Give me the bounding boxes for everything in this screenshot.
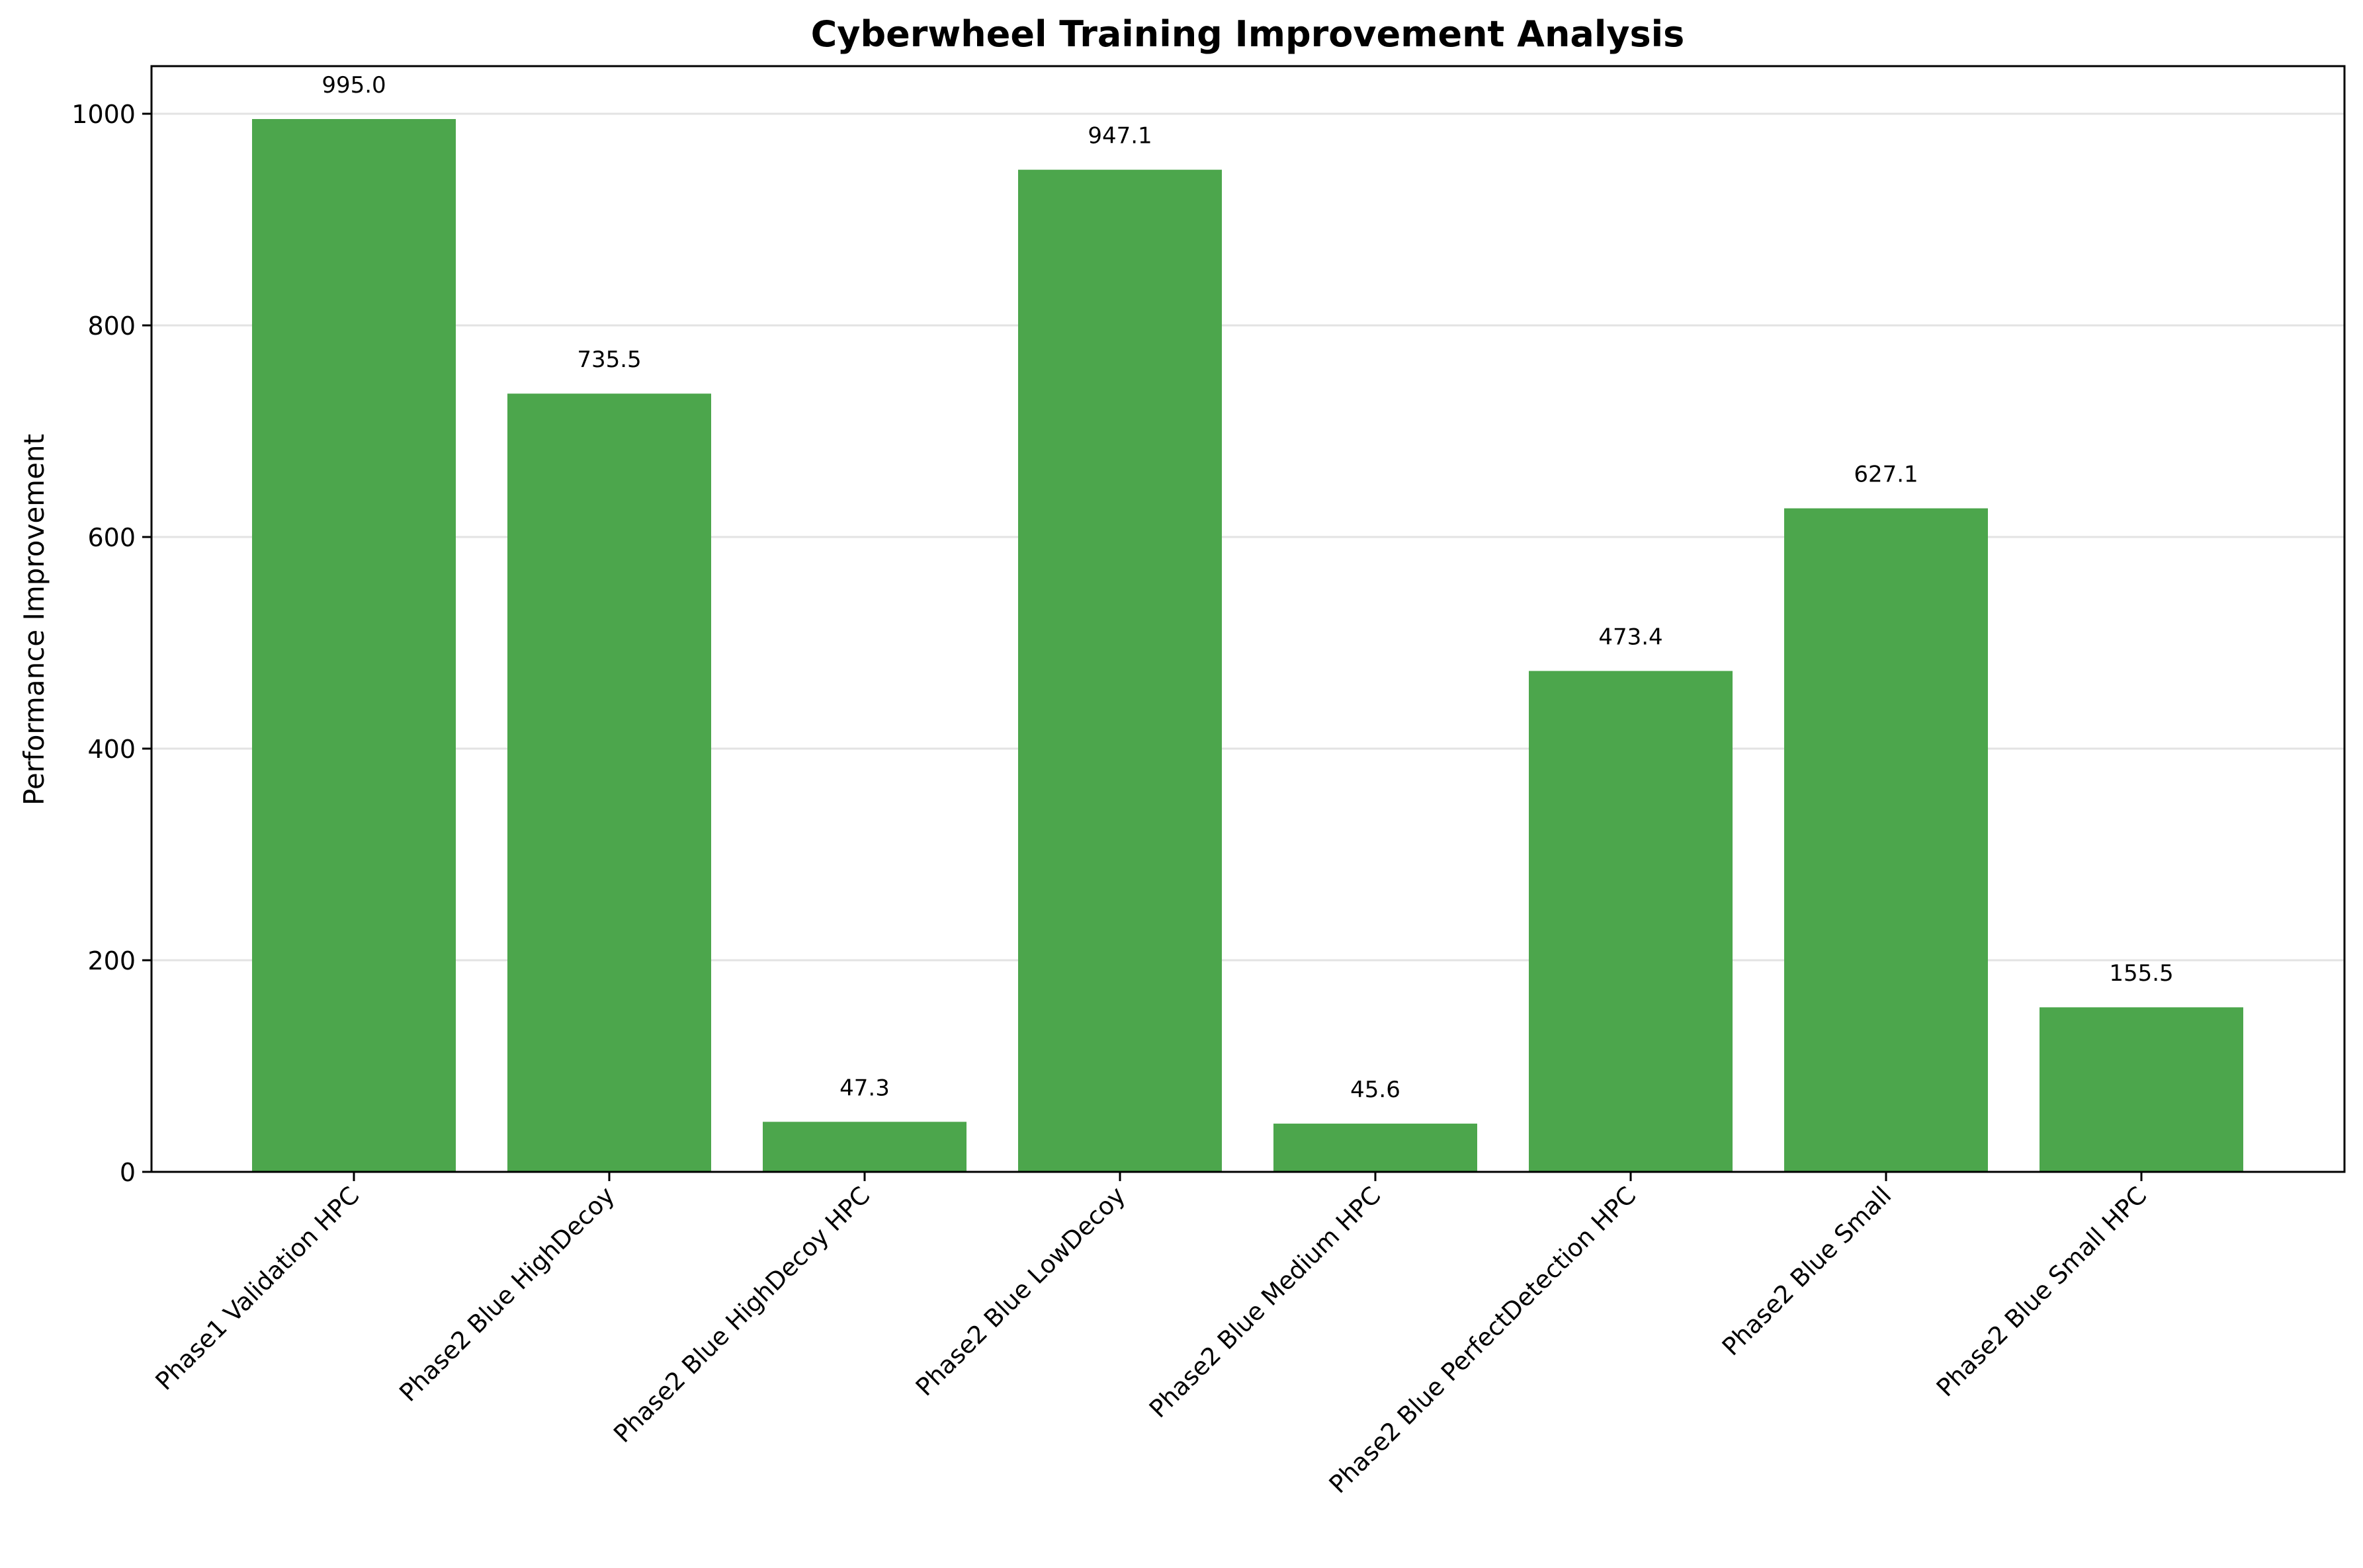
bar [252,119,456,1172]
bar [1273,1124,1477,1172]
value-labels: 995.0 735.5 47.3 947.1 45.6 473.4 627.1 155.5 [322,72,2173,1103]
bar [1529,671,1733,1172]
bar-value-label: 735.5 [577,347,641,373]
y-tick-label: 600 [87,523,136,552]
bars [252,119,2243,1173]
bar [2040,1007,2243,1172]
bar [763,1122,967,1172]
bar-value-label: 473.4 [1598,624,1662,651]
y-axis-label: Performance Improvement [18,434,50,805]
bar-value-label: 47.3 [839,1075,890,1101]
y-tick-label: 0 [120,1158,136,1187]
y-tick-label: 1000 [71,100,136,129]
bar-value-label: 45.6 [1350,1077,1400,1103]
plot-frame [150,65,2346,1173]
bar-value-label: 627.1 [1854,462,1918,488]
y-axis-ticks: 0 200 400 600 800 1000 [71,100,151,1187]
bar [507,393,711,1173]
bar-value-label: 947.1 [1088,123,1152,149]
y-tick-label: 400 [87,735,136,764]
bar [1018,169,1222,1172]
bar [1784,508,1988,1172]
bar-value-label: 995.0 [322,72,386,99]
chart-title: Cyberwheel Training Improvement Analysis [811,13,1685,55]
y-tick-label: 800 [87,311,136,341]
y-tick-label: 200 [87,946,136,975]
bar-value-label: 155.5 [2109,960,2173,987]
